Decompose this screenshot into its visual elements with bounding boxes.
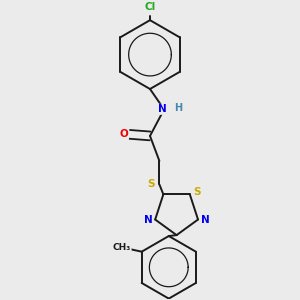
Text: O: O <box>120 129 128 140</box>
Text: CH₃: CH₃ <box>113 243 131 252</box>
Text: H: H <box>174 103 182 113</box>
Text: Cl: Cl <box>144 2 156 12</box>
Text: N: N <box>200 214 209 224</box>
Text: N: N <box>158 104 167 114</box>
Text: N: N <box>144 214 153 224</box>
Text: S: S <box>193 187 200 197</box>
Text: S: S <box>147 179 154 189</box>
